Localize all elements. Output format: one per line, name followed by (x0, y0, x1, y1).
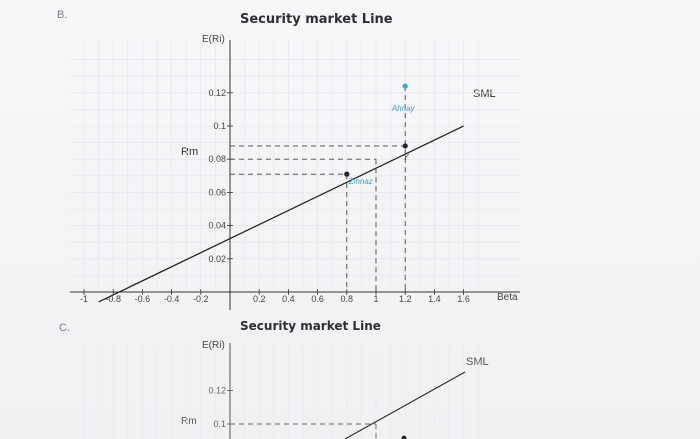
chart1-y-tick-label: 0.12 (208, 88, 226, 98)
chart1-title: Security market Line (240, 12, 393, 27)
chart2-point (401, 435, 407, 439)
chart1-x-tick-label: 0.6 (311, 294, 324, 304)
chart1-sml-line (98, 125, 464, 303)
chart1-y-tick-label: 0.02 (208, 254, 226, 264)
chart1-x-tick-label: 0.2 (253, 294, 266, 304)
chart1-point-zinnaz (344, 171, 350, 177)
chart1-y-tick-label: 0.1 (213, 121, 226, 131)
chart2-y-tick-label: 0.1 (213, 419, 226, 429)
chart1-x-tick-label: 1 (373, 294, 378, 304)
chart1-point-label-zinnaz: Zinnaz (348, 177, 373, 186)
chart1-x-tick-label: -0.6 (135, 294, 151, 304)
chart1-point-y (402, 143, 408, 149)
chart1-xlabel: Beta (497, 292, 518, 303)
section-c-letter: C. (59, 322, 70, 334)
chart1-x-tick-label: 1.6 (457, 294, 470, 304)
chart2-y-tick-label: 0.12 (208, 386, 226, 396)
chart1-x-tick-label: -0.4 (164, 294, 180, 304)
chart1-point-label-ahnay: Ahnay (391, 104, 416, 113)
chart1-x-tick-label: 1.4 (428, 294, 441, 304)
chart1-x-tick-label: -0.8 (105, 294, 121, 304)
section-b-letter: B. (57, 9, 68, 21)
chart1-x-tick-label: 0.8 (341, 294, 354, 304)
chart1-x-tick-label: 1.2 (399, 294, 412, 304)
chart2-rm-label: Rm (181, 416, 197, 427)
chart1-sml-label: SML (473, 88, 496, 100)
chart1-x-tick-label: 0.4 (282, 294, 295, 304)
chart1-point-label-y: Y (403, 153, 409, 162)
chart2-sml-label: SML (466, 356, 489, 368)
chart1-point-ahnay (402, 83, 408, 89)
chart1-ylabel: E(Ri) (202, 34, 225, 45)
chart1-x-tick-label: -0.2 (193, 294, 209, 304)
chart2-ylabel: E(Ri) (202, 340, 225, 351)
chart1-x-tick-label: -1 (80, 294, 88, 304)
chart1-y-tick-label: 0.06 (208, 187, 226, 197)
chart2-sml-line (344, 371, 466, 439)
chart1-y-tick-label: 0.08 (208, 154, 226, 164)
chart1-y-tick-label: 0.04 (208, 221, 226, 231)
chart1-rm-label: Rm (181, 146, 199, 158)
chart2-title: Security market Line (240, 319, 381, 333)
